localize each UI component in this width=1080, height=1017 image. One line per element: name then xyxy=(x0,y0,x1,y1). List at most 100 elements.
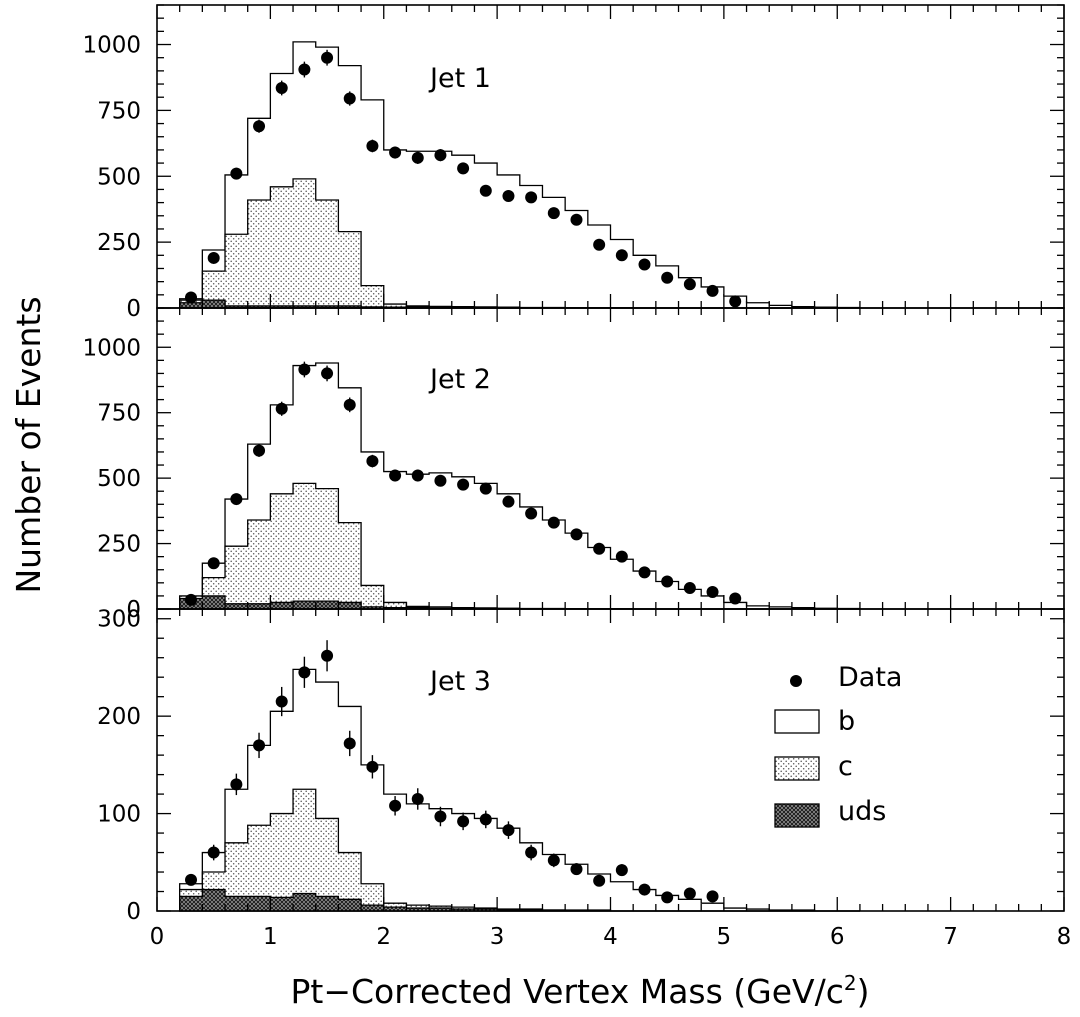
legend-c-label: c xyxy=(838,751,853,782)
data-point xyxy=(389,146,402,159)
data-point xyxy=(253,120,266,133)
data-point xyxy=(593,542,606,555)
data-point xyxy=(185,291,198,304)
data-points xyxy=(185,640,719,904)
data-point xyxy=(479,184,492,197)
x-tick-label: 5 xyxy=(717,924,732,950)
data-point xyxy=(525,846,538,859)
panel-label: Jet 1 xyxy=(428,63,491,94)
x-tick-label: 8 xyxy=(1057,924,1072,950)
data-point xyxy=(343,92,356,105)
data-point xyxy=(729,295,742,308)
data-point xyxy=(661,575,674,588)
data-point xyxy=(638,883,651,896)
data-point xyxy=(298,363,311,376)
data-point xyxy=(570,528,583,541)
data-point xyxy=(502,824,515,837)
legend-uds-swatch xyxy=(774,803,820,828)
data-point xyxy=(185,593,198,606)
data-point xyxy=(570,863,583,876)
data-point xyxy=(411,469,424,482)
data-point xyxy=(230,167,243,180)
legend-b-label: b xyxy=(838,706,855,737)
data-point xyxy=(321,51,334,64)
data-point xyxy=(275,81,288,94)
data-point xyxy=(207,557,220,570)
data-point xyxy=(389,469,402,482)
y-tick-label: 0 xyxy=(126,899,141,925)
y-tick-label: 200 xyxy=(97,704,141,730)
data-point xyxy=(683,887,696,900)
panel-1: 0 250 500 750 1000 Jet 1 xyxy=(82,4,1065,322)
data-point xyxy=(547,854,560,867)
x-tick-label: 0 xyxy=(150,924,165,950)
data-point xyxy=(638,566,651,579)
data-point xyxy=(661,271,674,284)
data-point xyxy=(343,398,356,411)
panel-3: 0 100 200 300 Jet 3 0 1 2 3 4 5 6 7 8 xyxy=(97,607,1071,950)
data-point xyxy=(457,162,470,175)
data-point xyxy=(321,649,334,662)
x-tick-label: 7 xyxy=(943,924,958,950)
data-point xyxy=(275,695,288,708)
data-point xyxy=(570,213,583,226)
data-point xyxy=(230,778,243,791)
data-point xyxy=(547,516,560,529)
legend-data-label: Data xyxy=(838,662,902,693)
data-point xyxy=(593,874,606,887)
y-tick-label: 1000 xyxy=(82,335,141,361)
y-axis-title: Number of Events xyxy=(9,296,48,593)
legend-data-marker xyxy=(790,675,802,687)
y-tick-label: 500 xyxy=(97,164,141,190)
x-tick-label: 4 xyxy=(603,924,618,950)
data-point xyxy=(457,478,470,491)
data-point xyxy=(502,190,515,203)
data-point xyxy=(661,891,674,904)
data-point xyxy=(525,507,538,520)
data-point xyxy=(479,482,492,495)
panel-label: Jet 2 xyxy=(428,364,491,395)
y-tick-label: 750 xyxy=(97,98,141,124)
y-tick-label: 100 xyxy=(97,802,141,828)
data-point xyxy=(298,63,311,76)
data-point xyxy=(207,251,220,264)
panel-2: 0 250 500 750 1000 Jet 2 xyxy=(82,307,1065,623)
data-point xyxy=(547,207,560,220)
y-tick-label: 300 xyxy=(97,607,141,633)
data-point xyxy=(411,792,424,805)
data-points xyxy=(185,361,742,606)
y-tick-label: 1000 xyxy=(82,33,141,59)
x-tick-label: 6 xyxy=(830,924,845,950)
data-point xyxy=(457,815,470,828)
data-point xyxy=(683,278,696,291)
y-tick-label: 0 xyxy=(126,296,141,322)
x-axis-title: Pt−Corrected Vertex Mass (GeV/c2) xyxy=(290,971,869,1011)
data-point xyxy=(366,139,379,152)
data-point xyxy=(593,238,606,251)
data-point xyxy=(185,873,198,886)
data-point xyxy=(706,585,719,598)
x-tick-label: 2 xyxy=(376,924,391,950)
data-point xyxy=(434,474,447,487)
data-point xyxy=(411,151,424,164)
data-point xyxy=(253,444,266,457)
data-point xyxy=(502,495,515,508)
legend-uds-label: uds xyxy=(838,796,886,827)
data-point xyxy=(479,813,492,826)
data-point xyxy=(298,666,311,679)
data-point xyxy=(615,249,628,262)
data-point xyxy=(683,582,696,595)
y-tick-label: 0 xyxy=(126,597,141,623)
data-point xyxy=(321,367,334,380)
y-tick-label: 250 xyxy=(97,230,141,256)
data-point xyxy=(615,864,628,877)
data-point xyxy=(706,284,719,297)
x-tick-label: 3 xyxy=(490,924,505,950)
data-point xyxy=(706,890,719,903)
data-point xyxy=(275,402,288,415)
data-point xyxy=(253,739,266,752)
data-point xyxy=(207,846,220,859)
data-point xyxy=(434,149,447,162)
